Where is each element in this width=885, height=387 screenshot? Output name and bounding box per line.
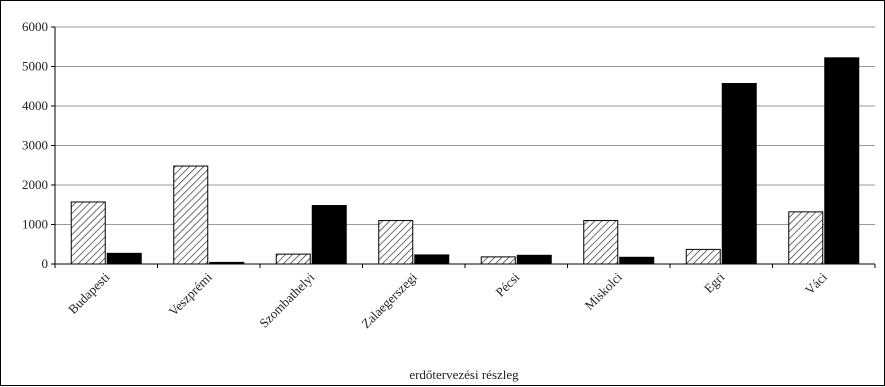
x-category-label: Zalaegerszegi (358, 269, 420, 331)
bar-hatched-2 (275, 253, 311, 265)
x-category-label: Budapesti (65, 269, 113, 317)
bar-solid-6 (721, 82, 757, 265)
y-tick-label: 0 (42, 256, 49, 271)
y-axis-ticks: 0 1000 2000 3000 4000 5000 6000 (22, 19, 55, 271)
y-tick-label: 3000 (22, 138, 48, 153)
y-tick-label: 6000 (22, 19, 48, 34)
bar-solid-4 (516, 254, 552, 265)
bars (70, 57, 860, 265)
x-axis-categories: Budapesti Veszprémi Szombathelyi Zalaegersz… (65, 269, 830, 331)
bar-solid-3 (414, 254, 450, 265)
bar-solid-5 (619, 256, 655, 265)
x-category-label: Miskolci (582, 269, 626, 313)
bar-hatched-5 (583, 220, 619, 265)
axes (54, 27, 876, 268)
bar-hatched-3 (378, 220, 414, 265)
bar-solid-2 (311, 205, 347, 265)
x-category-label: Pécsi (492, 269, 522, 299)
x-category-label: Veszprémi (165, 269, 215, 319)
bar-hatched-4 (480, 256, 516, 265)
bar-hatched-0 (70, 201, 106, 265)
y-tick-label: 4000 (22, 98, 48, 113)
y-tick-label: 2000 (22, 177, 48, 192)
y-tick-label: 5000 (22, 59, 48, 74)
y-tick-label: 1000 (22, 217, 48, 232)
bar-solid-0 (106, 252, 142, 265)
x-category-label: Váci (802, 269, 830, 297)
x-category-label: Egri (701, 269, 728, 296)
bar-hatched-7 (788, 211, 824, 265)
bar-solid-7 (824, 57, 860, 265)
bar-hatched-1 (173, 165, 209, 265)
x-category-label: Szombathelyi (256, 269, 317, 330)
x-axis-title: erdőtervezési részleg (409, 367, 519, 382)
bar-hatched-6 (685, 248, 721, 265)
